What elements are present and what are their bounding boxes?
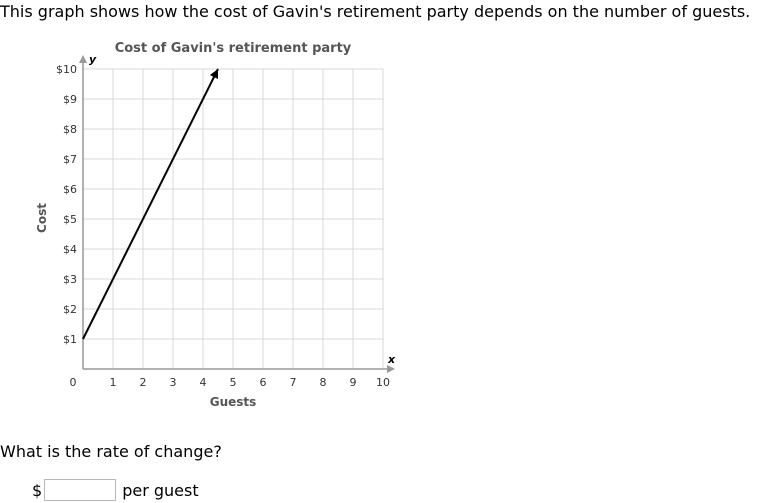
tick-labels: 0 1 2 3 4 5 6 7 8 9 10 $1 $2 $3 $4 $5 $6 $7 $8 $9 $10 <box>56 63 390 389</box>
x-tick-label: 9 <box>350 376 357 389</box>
series-arrowhead <box>209 69 218 80</box>
cost-chart: Cost of Gavin's retirement party 0 1 2 3 4 5 6… <box>35 41 396 409</box>
y-tick-label: $7 <box>63 153 77 166</box>
series-line <box>82 68 219 340</box>
question-prompt: What is the rate of change? <box>0 442 222 461</box>
currency-symbol: $ <box>32 480 43 500</box>
y-tick-label: $5 <box>63 213 77 226</box>
y-tick-label: $8 <box>63 123 77 136</box>
y-tick-label: $2 <box>63 303 77 316</box>
units-label: per guest <box>122 480 199 500</box>
x-tick-label: 2 <box>140 376 147 389</box>
axes <box>79 55 395 373</box>
y-tick-label: $9 <box>63 93 77 106</box>
x-tick-label: 1 <box>110 376 117 389</box>
y-tick-label: $4 <box>63 243 77 256</box>
x-axis-letter: x <box>387 353 396 366</box>
x-axis-title: Guests <box>210 395 257 409</box>
y-tick-label: $1 <box>63 333 77 346</box>
series <box>82 68 219 340</box>
chart-title: Cost of Gavin's retirement party <box>115 41 352 56</box>
x-tick-label: 10 <box>376 376 390 389</box>
y-axis-title: Cost <box>35 203 49 233</box>
y-tick-label: $10 <box>56 63 77 76</box>
x-tick-label: 6 <box>260 376 267 389</box>
x-axis-arrow <box>387 365 395 373</box>
x-tick-label: 0 <box>70 376 77 389</box>
y-tick-label: $6 <box>63 183 77 196</box>
answer-row: $ per guest <box>32 477 199 503</box>
y-tick-label: $3 <box>63 273 77 286</box>
x-tick-label: 3 <box>170 376 177 389</box>
y-axis-arrow <box>79 55 87 63</box>
x-tick-label: 8 <box>320 376 327 389</box>
x-tick-label: 7 <box>290 376 297 389</box>
x-tick-label: 5 <box>230 376 237 389</box>
grid <box>83 68 384 369</box>
rate-of-change-input[interactable] <box>44 479 117 501</box>
intro-text: This graph shows how the cost of Gavin's… <box>0 2 751 21</box>
x-tick-label: 4 <box>200 376 207 389</box>
y-axis-letter: y <box>89 53 97 66</box>
